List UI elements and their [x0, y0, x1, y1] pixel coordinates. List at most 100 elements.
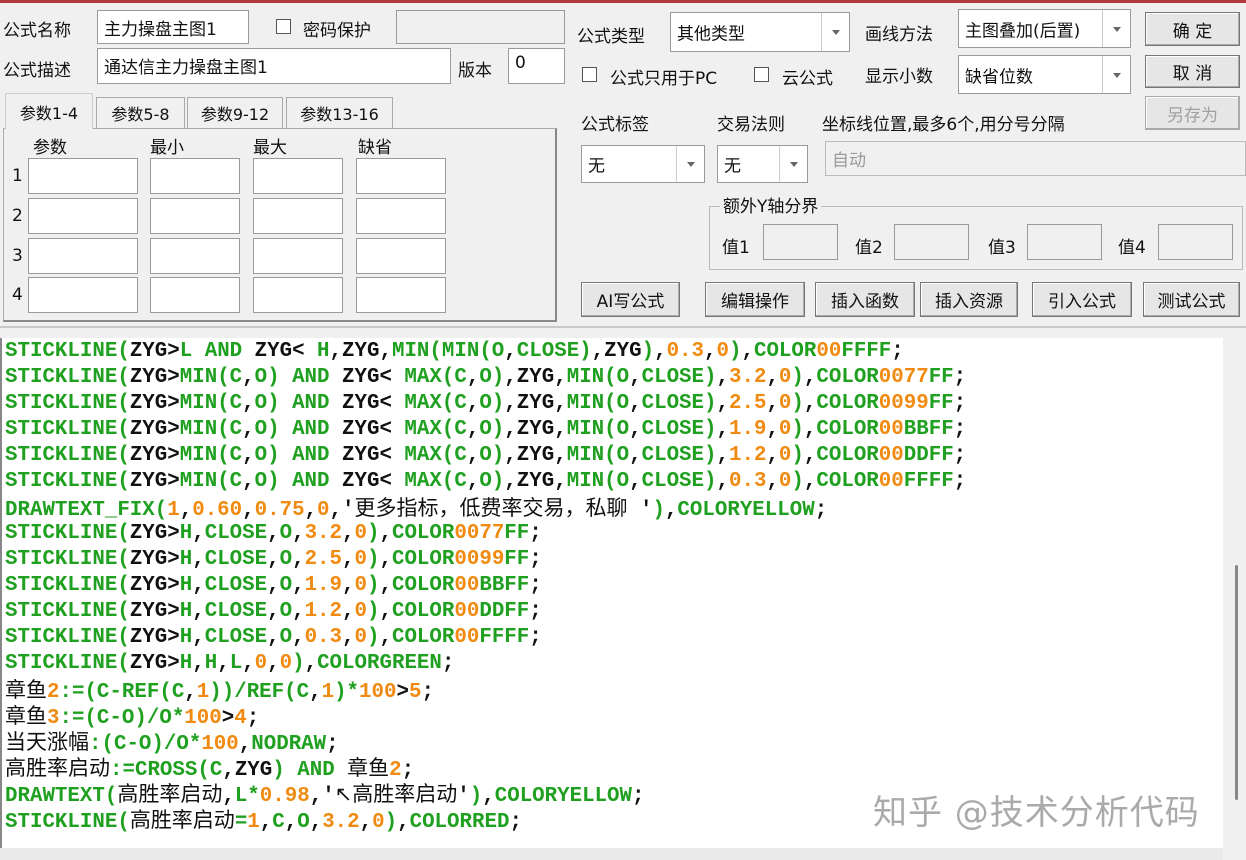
code-line[interactable]: STICKLINE(ZYG>MIN(C,O) AND ZYG< MAX(C,O)…: [5, 470, 967, 493]
code-line[interactable]: DRAWTEXT(高胜率启动,L*0.98,'↖高胜率启动'),COLORYEL…: [5, 782, 645, 808]
edit-ops-button[interactable]: 编辑操作: [705, 282, 805, 317]
tab-params-1-4[interactable]: 参数1-4: [5, 93, 93, 129]
insert-resource-button[interactable]: 插入资源: [920, 282, 1018, 317]
save-as-button[interactable]: 另存为: [1145, 96, 1240, 130]
param-max-input[interactable]: [253, 198, 343, 234]
import-formula-button[interactable]: 引入公式: [1032, 282, 1132, 317]
param-param-input[interactable]: [28, 198, 138, 234]
param-default-input[interactable]: [356, 238, 446, 274]
param-max-input[interactable]: [253, 158, 343, 194]
draw-method-label: 画线方法: [865, 25, 933, 45]
version-input[interactable]: 0: [508, 48, 565, 84]
param-row-number: 1: [12, 166, 23, 186]
code-editor[interactable]: STICKLINE(ZYG>L AND ZYG< H,ZYG,MIN(MIN(O…: [0, 338, 1223, 848]
code-text[interactable]: STICKLINE(ZYG>L AND ZYG< H,ZYG,MIN(MIN(O…: [5, 339, 967, 834]
test-formula-button[interactable]: 测试公式: [1143, 282, 1240, 317]
code-line[interactable]: STICKLINE(ZYG>H,CLOSE,O,1.9,0),COLOR00BB…: [5, 574, 542, 597]
yaxis-value-input[interactable]: [1158, 224, 1233, 260]
tab-params-5-8[interactable]: 参数5-8: [96, 97, 185, 128]
param-param-input[interactable]: [28, 238, 138, 274]
param-row-number: 2: [12, 206, 23, 226]
scrollbar-thumb[interactable]: [1235, 565, 1238, 800]
formula-name-input[interactable]: 主力操盘主图1: [97, 10, 249, 44]
col-header-min: 最小: [150, 138, 184, 158]
formula-type-select[interactable]: 其他类型: [670, 12, 850, 52]
code-line[interactable]: STICKLINE(ZYG>MIN(C,O) AND ZYG< MAX(C,O)…: [5, 392, 967, 415]
axis-position-input[interactable]: 自动: [825, 141, 1246, 176]
chevron-down-icon: [1102, 56, 1130, 93]
pc-only-label: 公式只用于PC: [610, 69, 718, 89]
formula-type-value: 其他类型: [677, 24, 745, 45]
code-line[interactable]: 章鱼2:=(C-REF(C,1))/REF(C,1)*100>5;: [5, 678, 434, 704]
chevron-down-icon: [821, 13, 849, 51]
yaxis-value-input[interactable]: [763, 224, 838, 260]
param-default-input[interactable]: [356, 277, 446, 313]
col-header-default: 缺省: [358, 138, 392, 158]
yaxis-groupbox: [709, 206, 1243, 270]
params-panel: [3, 128, 557, 322]
param-min-input[interactable]: [150, 238, 240, 274]
ai-write-button[interactable]: AI写公式: [581, 282, 680, 317]
code-line[interactable]: STICKLINE(ZYG>H,H,L,0,0),COLORGREEN;: [5, 652, 455, 675]
watermark: 知乎 @技术分析代码: [873, 793, 1200, 833]
code-line[interactable]: STICKLINE(ZYG>MIN(C,O) AND ZYG< MAX(C,O)…: [5, 366, 967, 389]
code-line[interactable]: STICKLINE(ZYG>H,CLOSE,O,0.3,0),COLOR00FF…: [5, 626, 542, 649]
vertical-scrollbar[interactable]: [1223, 338, 1246, 860]
tab-params-9-12[interactable]: 参数9-12: [187, 97, 283, 128]
separator: [0, 326, 1246, 328]
param-max-input[interactable]: [253, 238, 343, 274]
window-top-border: [0, 0, 1246, 3]
code-line[interactable]: STICKLINE(ZYG>H,CLOSE,O,3.2,0),COLOR0077…: [5, 522, 542, 545]
insert-function-button[interactable]: 插入函数: [815, 282, 915, 317]
code-line[interactable]: STICKLINE(ZYG>MIN(C,O) AND ZYG< MAX(C,O)…: [5, 418, 967, 441]
chevron-down-icon: [676, 146, 704, 182]
axis-position-label: 坐标线位置,最多6个,用分号分隔: [822, 115, 1065, 135]
param-default-input[interactable]: [356, 158, 446, 194]
cancel-button[interactable]: 取 消: [1145, 55, 1240, 88]
param-min-input[interactable]: [150, 198, 240, 234]
tab-params-13-16[interactable]: 参数13-16: [286, 97, 393, 128]
yaxis-value-label: 值2: [855, 238, 883, 258]
param-row-number: 4: [12, 285, 23, 305]
trade-rule-label: 交易法则: [717, 115, 785, 135]
formula-tag-select[interactable]: 无: [581, 145, 705, 183]
decimals-select[interactable]: 缺省位数: [958, 55, 1131, 94]
param-row-number: 3: [12, 246, 23, 266]
code-line[interactable]: STICKLINE(ZYG>L AND ZYG< H,ZYG,MIN(MIN(O…: [5, 340, 904, 363]
param-min-input[interactable]: [150, 277, 240, 313]
code-line[interactable]: 当天涨幅:(C-O)/O*100,NODRAW;: [5, 730, 339, 756]
yaxis-value-input[interactable]: [894, 224, 969, 260]
code-line[interactable]: STICKLINE(高胜率启动=1,C,O,3.2,0),COLORRED;: [5, 808, 522, 834]
formula-tag-label: 公式标签: [581, 115, 649, 135]
password-checkbox[interactable]: [276, 19, 291, 34]
pc-only-checkbox[interactable]: [582, 67, 597, 82]
decimals-label: 显示小数: [865, 67, 933, 87]
code-line[interactable]: STICKLINE(ZYG>H,CLOSE,O,1.2,0),COLOR00DD…: [5, 600, 542, 623]
password-input[interactable]: [396, 10, 565, 44]
code-line[interactable]: 高胜率启动:=CROSS(C,ZYG) AND 章鱼2;: [5, 756, 415, 782]
trade-rule-value: 无: [724, 156, 741, 177]
code-line[interactable]: DRAWTEXT_FIX(1,0.60,0.75,0,'更多指标，低费率交易，私…: [5, 496, 828, 522]
chevron-down-icon: [1102, 10, 1130, 47]
formula-desc-input[interactable]: 通达信主力操盘主图1: [97, 48, 451, 84]
param-param-input[interactable]: [28, 277, 138, 313]
code-line[interactable]: STICKLINE(ZYG>H,CLOSE,O,2.5,0),COLOR0099…: [5, 548, 542, 571]
formula-tag-value: 无: [588, 156, 605, 177]
param-max-input[interactable]: [253, 277, 343, 313]
formula-name-label: 公式名称: [3, 21, 71, 41]
draw-method-select[interactable]: 主图叠加(后置): [958, 9, 1131, 48]
code-line[interactable]: STICKLINE(ZYG>MIN(C,O) AND ZYG< MAX(C,O)…: [5, 444, 967, 467]
horizontal-scrollbar[interactable]: [0, 848, 1223, 860]
param-min-input[interactable]: [150, 158, 240, 194]
col-header-param: 参数: [33, 138, 67, 158]
trade-rule-select[interactable]: 无: [717, 145, 808, 183]
yaxis-value-input[interactable]: [1027, 224, 1102, 260]
code-line[interactable]: 章鱼3:=(C-O)/O*100>4;: [5, 704, 260, 730]
password-label: 密码保护: [303, 21, 371, 41]
param-default-input[interactable]: [356, 198, 446, 234]
cloud-formula-checkbox[interactable]: [754, 67, 769, 82]
ok-button[interactable]: 确 定: [1145, 12, 1240, 46]
param-param-input[interactable]: [28, 158, 138, 194]
formula-desc-label: 公式描述: [3, 61, 71, 81]
yaxis-value-label: 值3: [988, 238, 1016, 258]
